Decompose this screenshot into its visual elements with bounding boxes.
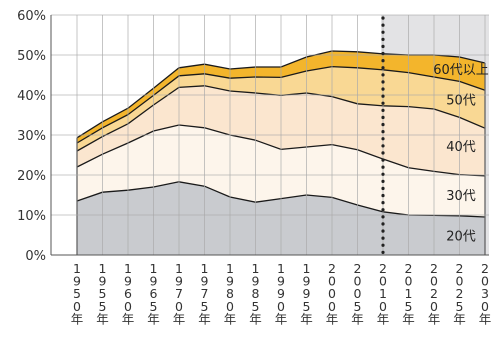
- series-label: 30代: [446, 189, 476, 204]
- grid-lines: [51, 14, 489, 256]
- y-tick-label: 40%: [17, 89, 46, 104]
- series-label: 50代: [446, 93, 476, 108]
- y-tick-label: 20%: [17, 169, 46, 184]
- series-labels: 20代 30代 40代 50代 60代以上: [433, 63, 489, 244]
- axes: [50, 15, 489, 256]
- series-label: 60代以上: [433, 63, 489, 78]
- x-axis-tick-labels: 1 9 5 0 年 1 9 5 5 年 1 9 6 0 年 1 9 6 5 年 1 9 7 0 年 1 9 7 5 年 1 9 8 0 年 1 9 8 5 年…: [71, 261, 492, 326]
- y-tick-label: 30%: [17, 129, 46, 144]
- series-label: 40代: [446, 140, 476, 155]
- y-tick-label: 10%: [17, 209, 46, 224]
- y-axis-tick-labels: 0% 10% 20% 30% 40% 50% 60%: [17, 9, 46, 264]
- y-tick-label: 60%: [17, 9, 46, 24]
- series-label: 20代: [446, 229, 476, 244]
- y-tick-label: 0%: [25, 249, 46, 264]
- y-tick-label: 50%: [17, 49, 46, 64]
